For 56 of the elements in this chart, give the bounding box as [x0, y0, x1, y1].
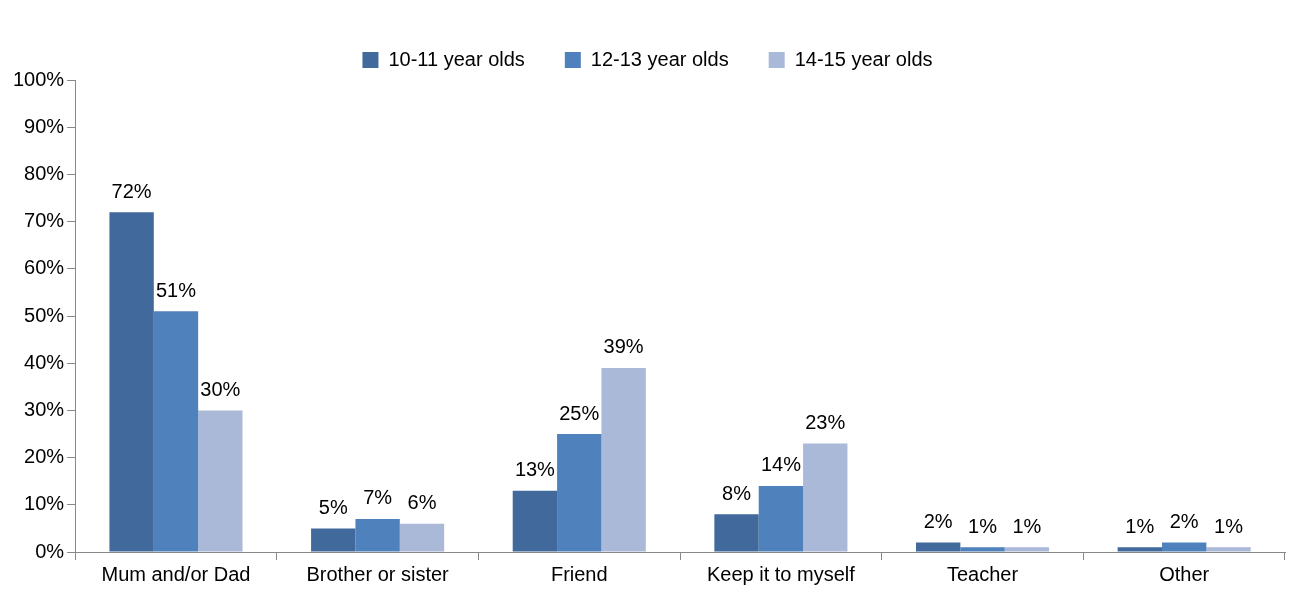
x-tick-label: Keep it to myself — [706, 562, 856, 585]
y-tick-label: 60% — [24, 256, 65, 279]
y-tick-label: 40% — [24, 350, 65, 373]
data-label: 25% — [559, 401, 600, 424]
y-tick-label: 100% — [13, 67, 65, 90]
bar — [758, 485, 804, 552]
bar — [803, 443, 848, 552]
data-label: 7% — [363, 486, 393, 509]
data-label: 1% — [968, 514, 998, 537]
legend-label: 14-15 year olds — [794, 47, 933, 70]
bar — [1004, 547, 1050, 552]
bar — [399, 523, 445, 552]
bar — [1206, 547, 1251, 552]
x-tick-label: Brother or sister — [306, 562, 450, 585]
bar — [355, 518, 400, 552]
bar — [1117, 547, 1162, 552]
bar — [109, 212, 154, 552]
data-label: 51% — [155, 278, 197, 301]
bar — [916, 542, 961, 552]
data-label: 39% — [603, 335, 644, 358]
y-tick-label: 30% — [24, 397, 65, 420]
bar — [311, 528, 356, 552]
bar — [153, 311, 199, 552]
data-label: 13% — [514, 458, 556, 481]
data-label: 14% — [760, 453, 802, 476]
x-tick-label: Teacher — [946, 562, 1019, 585]
data-label: 5% — [318, 495, 348, 518]
data-label: 2% — [1169, 510, 1199, 533]
bar — [198, 410, 243, 552]
y-tick-label: 10% — [24, 492, 65, 515]
bar — [1162, 542, 1207, 552]
y-tick-label: 90% — [24, 114, 65, 137]
bar — [557, 434, 602, 552]
data-label: 6% — [407, 491, 437, 514]
data-label: 30% — [200, 377, 241, 400]
data-label: 8% — [722, 481, 752, 504]
y-tick-label: 50% — [24, 303, 65, 326]
data-label: 1% — [1012, 514, 1042, 537]
x-tick-label: Friend — [550, 562, 608, 585]
legend-label: 10-11 year olds — [388, 47, 525, 70]
y-tick-label: 20% — [24, 445, 65, 468]
bar — [601, 367, 646, 552]
y-tick-label: 80% — [24, 161, 65, 184]
legend-label: 12-13 year olds — [590, 47, 729, 70]
data-label: 1% — [1125, 514, 1155, 537]
data-label: 23% — [805, 410, 846, 433]
bar — [512, 490, 558, 552]
y-tick-label: 0% — [35, 539, 65, 562]
x-tick-label: Mum and/or Dad — [101, 562, 251, 585]
bar — [714, 514, 759, 552]
x-tick-label: Other — [1159, 562, 1210, 585]
bar — [960, 547, 1005, 552]
data-label: 72% — [111, 179, 152, 202]
data-label: 1% — [1214, 514, 1244, 537]
data-label: 2% — [923, 510, 953, 533]
y-tick-label: 70% — [24, 209, 65, 232]
